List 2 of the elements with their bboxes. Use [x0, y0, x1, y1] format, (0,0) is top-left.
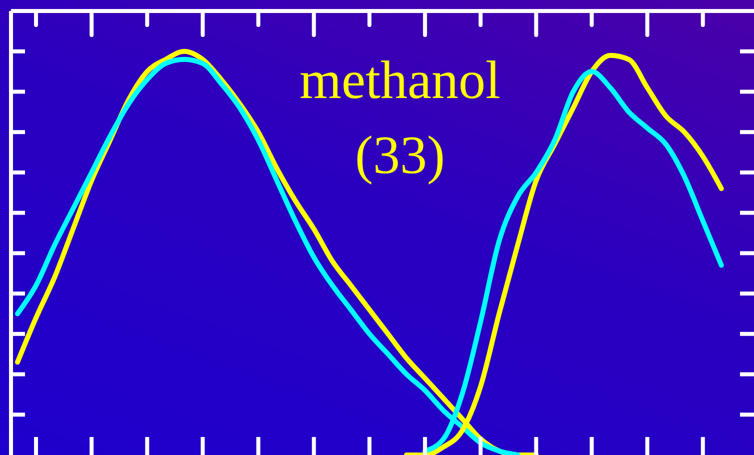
annotation: (33)	[354, 124, 446, 187]
annotation: methanol	[298, 49, 502, 112]
